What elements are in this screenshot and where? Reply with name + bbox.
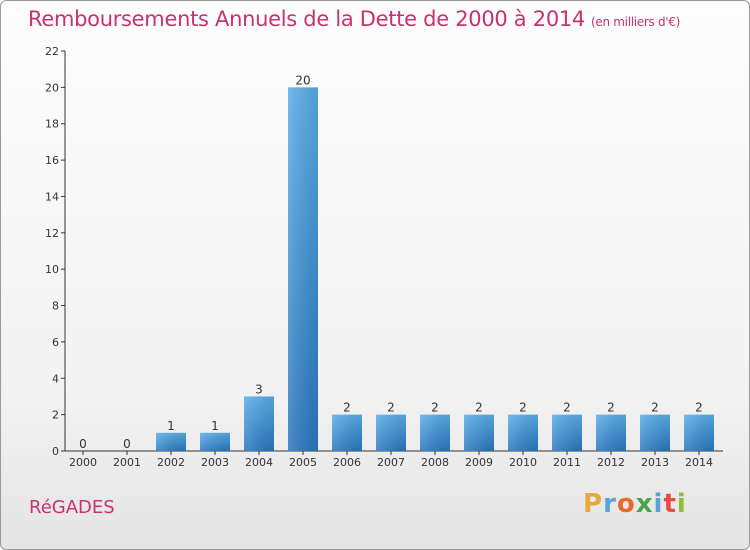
- x-tick-label: 2012: [597, 456, 625, 469]
- chart-subtitle: (en milliers d'€): [591, 15, 681, 29]
- proxiti-logo: Proxiti: [583, 489, 687, 519]
- bar-value-label: 3: [255, 382, 263, 396]
- x-tick-label: 2004: [245, 456, 273, 469]
- bar-shade: [464, 414, 494, 451]
- x-tick-label: 2011: [553, 456, 581, 469]
- y-tick-label: 20: [45, 81, 59, 94]
- logo-letter: r: [603, 489, 617, 519]
- commune-name: RéGADES: [29, 497, 115, 518]
- x-tick-label: 2000: [69, 456, 97, 469]
- x-tick-label: 2001: [113, 456, 141, 469]
- x-tick-label: 2010: [509, 456, 537, 469]
- bar-value-label: 2: [607, 401, 615, 415]
- x-tick-label: 2005: [289, 456, 317, 469]
- x-tick-label: 2002: [157, 456, 185, 469]
- logo-letter: P: [583, 489, 604, 519]
- y-tick-label: 12: [45, 227, 59, 240]
- y-tick-label: 22: [45, 45, 59, 58]
- bar-value-label: 2: [343, 401, 351, 415]
- bar-value-label: 0: [123, 437, 131, 451]
- bar-value-label: 2: [387, 401, 395, 415]
- bar-shade: [596, 414, 626, 451]
- bar-shade: [420, 414, 450, 451]
- bar-shade: [156, 432, 186, 451]
- x-tick-label: 2013: [641, 456, 669, 469]
- y-tick-label: 10: [45, 263, 59, 276]
- bar-shade: [200, 432, 230, 451]
- x-tick-label: 2003: [201, 456, 229, 469]
- bar-value-label: 20: [295, 73, 310, 87]
- bar-shade: [288, 87, 318, 451]
- y-tick-label: 6: [52, 336, 59, 349]
- y-tick-label: 8: [52, 300, 59, 313]
- logo-letter: t: [663, 489, 677, 519]
- x-tick-label: 2006: [333, 456, 361, 469]
- bar-value-label: 2: [695, 401, 703, 415]
- bar-value-label: 1: [167, 419, 175, 433]
- bar-value-label: 2: [563, 401, 571, 415]
- bar-value-label: 2: [519, 401, 527, 415]
- bar-value-label: 0: [79, 437, 87, 451]
- logo-letter: x: [635, 489, 654, 519]
- bar-shade: [684, 414, 714, 451]
- x-tick-label: 2008: [421, 456, 449, 469]
- x-tick-label: 2009: [465, 456, 493, 469]
- x-tick-label: 2007: [377, 456, 405, 469]
- logo-letter: i: [676, 489, 687, 519]
- bars: 0 0 1 1 3 20 2 2 2 2 2 2 2 2 2: [79, 73, 714, 451]
- logo-letter: i: [653, 489, 664, 519]
- y-tick-label: 4: [52, 372, 59, 385]
- y-tick-label: 16: [45, 154, 59, 167]
- y-tick-label: 14: [45, 190, 59, 203]
- bar-value-label: 2: [431, 401, 439, 415]
- bar-shade: [640, 414, 670, 451]
- chart-title-text: Remboursements Annuels de la Dette de 20…: [28, 7, 585, 31]
- bar-shade: [552, 414, 582, 451]
- bar-shade: [332, 414, 362, 451]
- y-tick-label: 0: [52, 445, 59, 458]
- logo-letter: o: [616, 489, 636, 519]
- bar-shade: [244, 396, 274, 451]
- chart-title: Remboursements Annuels de la Dette de 20…: [28, 7, 680, 31]
- bar-value-label: 1: [211, 419, 219, 433]
- bar-value-label: 2: [475, 401, 483, 415]
- bar-shade: [376, 414, 406, 451]
- bar-value-label: 2: [651, 401, 659, 415]
- y-tick-label: 2: [52, 409, 59, 422]
- x-tick-label: 2014: [685, 456, 713, 469]
- y-tick-label: 18: [45, 118, 59, 131]
- bar-shade: [508, 414, 538, 451]
